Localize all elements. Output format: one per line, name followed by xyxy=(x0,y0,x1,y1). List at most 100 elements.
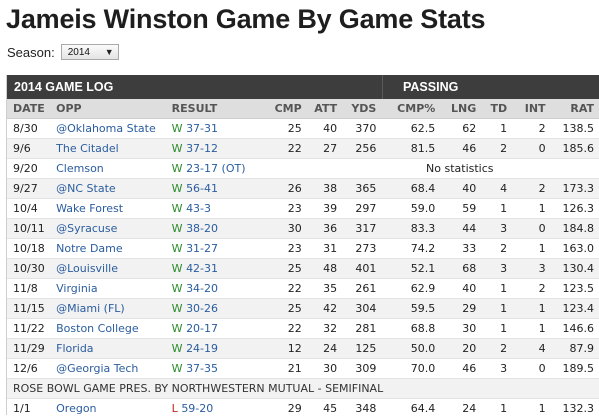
stat-int: 4 xyxy=(517,338,555,359)
result-outcome: W xyxy=(171,302,183,315)
stat-int: 0 xyxy=(517,358,555,379)
stat-td: 1 xyxy=(484,318,518,339)
table-row: 1/1 Oregon L 59-20 29 45 348 64.4 24 1 1 132.3 xyxy=(7,398,599,415)
result-outcome: W xyxy=(171,222,183,235)
opponent-link[interactable]: @NC State xyxy=(56,182,116,195)
stat-yds: 365 xyxy=(343,178,383,199)
column-header[interactable]: LNG xyxy=(445,99,485,119)
result-score-link[interactable]: 30-26 xyxy=(186,302,219,315)
table-row: 11/22 Boston College W 20-17 22 32 281 68.8 30 1… xyxy=(7,318,599,339)
result-score-link[interactable]: 38-20 xyxy=(186,222,219,235)
stat-pct: 59.0 xyxy=(382,198,446,219)
opponent-link[interactable]: Florida xyxy=(56,342,94,355)
stat-lng: 59 xyxy=(445,198,485,219)
stat-yds: 348 xyxy=(343,398,383,415)
stat-td: 2 xyxy=(484,238,518,259)
stat-rat: 126.3 xyxy=(554,198,599,219)
stat-int: 2 xyxy=(517,178,555,199)
stat-att: 32 xyxy=(306,318,344,339)
table-row: 8/30 @Oklahoma State W 37-31 25 40 370 62.5 62 1… xyxy=(7,118,599,139)
column-header[interactable]: INT xyxy=(517,99,555,119)
stat-att: 36 xyxy=(306,218,344,239)
table-row: 10/18 Notre Dame W 31-27 23 31 273 74.2 33 2 1 163… xyxy=(7,238,599,259)
stat-rat: 123.5 xyxy=(554,278,599,299)
stat-td: 1 xyxy=(484,198,518,219)
stat-int: 1 xyxy=(517,198,555,219)
opponent-link[interactable]: @Syracuse xyxy=(56,222,118,235)
stat-pct: 59.5 xyxy=(382,298,446,319)
result-outcome: W xyxy=(171,182,183,195)
stat-pct: 81.5 xyxy=(382,138,446,159)
stat-att: 31 xyxy=(306,238,344,259)
stat-att: 48 xyxy=(306,258,344,279)
stat-yds: 401 xyxy=(343,258,383,279)
game-date: 12/6 xyxy=(7,358,57,379)
stat-cmp: 12 xyxy=(262,338,307,359)
result-score-link[interactable]: 42-31 xyxy=(186,262,219,275)
result-score-link[interactable]: 56-41 xyxy=(186,182,219,195)
stat-td: 3 xyxy=(484,218,518,239)
result-score-link[interactable]: 24-19 xyxy=(186,342,219,355)
table-row: 9/20 Clemson W 23-17 (OT) No statistics xyxy=(7,158,599,179)
stat-cmp: 26 xyxy=(262,178,307,199)
column-header[interactable]: RESULT xyxy=(171,99,263,119)
result-score-link[interactable]: 31-27 xyxy=(186,242,219,255)
stat-rat: 146.6 xyxy=(554,318,599,339)
stat-rat: 163.0 xyxy=(554,238,599,259)
result-score-link[interactable]: 23-17 (OT) xyxy=(186,162,246,175)
column-header[interactable]: YDS xyxy=(343,99,383,119)
bowl-game-separator: ROSE BOWL GAME PRES. BY NORTHWESTERN MUT… xyxy=(7,378,599,399)
game-date: 10/4 xyxy=(7,198,57,219)
season-select[interactable]: 2014 ▼ xyxy=(60,44,119,60)
column-header[interactable]: DATE xyxy=(7,99,57,119)
stat-lng: 46 xyxy=(445,358,485,379)
result-score-link[interactable]: 59-20 xyxy=(181,402,214,415)
result-score-link[interactable]: 43-3 xyxy=(186,202,212,215)
stat-td: 4 xyxy=(484,178,518,199)
season-label: Season: xyxy=(7,44,55,60)
stat-pct: 74.2 xyxy=(382,238,446,259)
opponent-link[interactable]: Clemson xyxy=(56,162,104,175)
opponent-link[interactable]: Virginia xyxy=(56,282,98,295)
result-outcome: W xyxy=(171,362,183,375)
stat-lng: 29 xyxy=(445,298,485,319)
stat-yds: 304 xyxy=(343,298,383,319)
column-header[interactable]: CMP xyxy=(262,99,307,119)
table-row: 12/6 @Georgia Tech W 37-35 21 30 309 70.0 46 3 0 1… xyxy=(7,358,599,379)
opponent-link[interactable]: Oregon xyxy=(56,402,97,415)
opponent-link[interactable]: The Citadel xyxy=(56,142,119,155)
opponent-link[interactable]: Wake Forest xyxy=(56,202,124,215)
column-header[interactable]: ATT xyxy=(306,99,344,119)
column-header[interactable]: OPP xyxy=(56,99,172,119)
stat-att: 27 xyxy=(306,138,344,159)
stat-cmp: 21 xyxy=(262,358,307,379)
result-outcome: W xyxy=(171,282,183,295)
stat-cmp: 23 xyxy=(262,238,307,259)
opponent-link[interactable]: Boston College xyxy=(56,322,139,335)
opponent-link[interactable]: Notre Dame xyxy=(56,242,123,255)
stat-yds: 273 xyxy=(343,238,383,259)
stat-att: 24 xyxy=(306,338,344,359)
opponent-link[interactable]: @Georgia Tech xyxy=(56,362,139,375)
stat-rat: 185.6 xyxy=(554,138,599,159)
stat-int: 0 xyxy=(517,218,555,239)
opponent-link[interactable]: @Oklahoma State xyxy=(56,122,156,135)
game-date: 9/20 xyxy=(7,158,57,179)
result-score-link[interactable]: 37-12 xyxy=(186,142,219,155)
result-score-link[interactable]: 20-17 xyxy=(186,322,219,335)
result-score-link[interactable]: 34-20 xyxy=(186,282,219,295)
stat-yds: 370 xyxy=(343,118,383,139)
result-score-link[interactable]: 37-35 xyxy=(186,362,219,375)
opponent-link[interactable]: @Louisville xyxy=(56,262,118,275)
opponent-link[interactable]: @Miami (FL) xyxy=(56,302,125,315)
stat-pct: 70.0 xyxy=(382,358,446,379)
stat-td: 1 xyxy=(484,118,518,139)
stat-lng: 20 xyxy=(445,338,485,359)
result-score-link[interactable]: 37-31 xyxy=(186,122,219,135)
column-header[interactable]: TD xyxy=(484,99,518,119)
stat-pct: 68.8 xyxy=(382,318,446,339)
column-header[interactable]: RAT xyxy=(554,99,599,119)
chevron-down-icon: ▼ xyxy=(104,47,114,57)
stat-yds: 297 xyxy=(343,198,383,219)
column-header[interactable]: CMP% xyxy=(382,99,446,119)
